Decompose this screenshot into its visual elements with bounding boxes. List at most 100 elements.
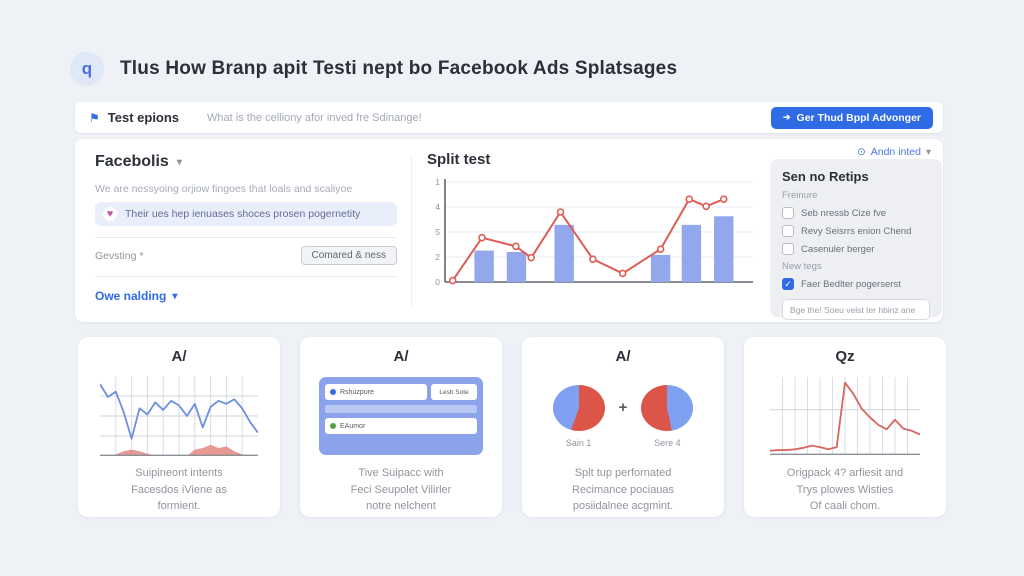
mock-input-label: Rshuzpure: [340, 388, 374, 396]
caption-line: posiidalnee acgmint.: [572, 500, 674, 512]
test-options-toolbar: ⚑ Test epions What is the celliony afor …: [75, 102, 943, 133]
compare-button[interactable]: Comared & ness: [300, 246, 397, 265]
card-ui-mockup[interactable]: A/ Rshuzpure Lesb Sote EAumor: [300, 337, 502, 517]
card-line-chart[interactable]: A/ Suipineont intents Facesdos iViene as…: [78, 337, 280, 517]
card-caption: Suipineont intents Facesdos iViene as fo…: [131, 465, 227, 515]
mock-progress-bar: [325, 405, 477, 413]
split-test-chart: 1 4 5 2 0: [435, 177, 753, 287]
mock-input: Rshuzpure: [325, 384, 427, 400]
plus-icon: +: [618, 398, 628, 416]
caption-line: Trys plowes Wisties: [796, 483, 894, 496]
checkbox-label: Revy Seisrrs enion Chend: [801, 225, 912, 237]
primary-cta-button[interactable]: ➔ Ger Thud Bppl Advonger: [771, 106, 933, 129]
card-title: A/: [615, 348, 631, 365]
toolbar-hint: What is the celliony afor inved fre Sdin…: [207, 111, 422, 124]
caption-line: Splt tup perfornated: [574, 467, 672, 479]
more-options-label: Owe nalding: [95, 289, 167, 303]
checkbox-label: Faer Bedlter pogerserst: [801, 278, 901, 290]
chevron-down-icon: ▾: [925, 146, 931, 158]
checkbox-label: Casenuler berger: [801, 243, 875, 255]
svg-text:4: 4: [435, 202, 440, 212]
svg-text:1: 1: [435, 177, 440, 187]
pie-wrap: Sere 4: [641, 384, 694, 448]
checkbox-label: Seb nressb Cize fve: [801, 207, 887, 219]
checkbox-row: Seb nressb Cize fve: [782, 207, 930, 219]
pie-chart-1: [552, 384, 605, 431]
more-options-link[interactable]: Owe nalding ▾: [95, 289, 397, 303]
card-title: A/: [171, 348, 187, 365]
chart-title: Split test: [427, 151, 491, 168]
section-heading-label: Facebolis: [95, 153, 169, 170]
section-heading[interactable]: Facebolis ▾: [95, 153, 397, 171]
primary-cta-label: Ger Thud Bppl Advonger: [796, 111, 921, 124]
gear-icon: ⊙: [856, 146, 866, 158]
pie-comparison: Sain 1 + Sere 4: [552, 384, 694, 448]
mock-input: EAumor: [325, 418, 477, 434]
page-title: Tlus How Branp apit Testi nept bo Facebo…: [120, 58, 678, 79]
caption-line: formient.: [157, 500, 201, 512]
summary-cards: A/ Suipineont intents Facesdos iViene as…: [78, 337, 946, 517]
checkbox[interactable]: [782, 243, 794, 255]
pie-wrap: Sain 1: [552, 384, 605, 448]
caption-line: Tive Suipacc with: [358, 467, 444, 479]
retips-input[interactable]: [782, 299, 930, 320]
checkbox[interactable]: [782, 207, 794, 219]
card-chart-area: Rshuzpure Lesb Sote EAumor: [319, 375, 483, 457]
mini-spike-chart: [770, 377, 920, 455]
mini-line-chart: [100, 376, 258, 456]
heart-icon: ♥: [103, 207, 117, 221]
caption-line: Of caali chom.: [809, 500, 881, 512]
field-label: Gevsting *: [95, 249, 144, 262]
blue-dot-icon: [330, 389, 336, 395]
highlight-text: Their ues hep ienuases shoces prosen pog…: [125, 208, 361, 220]
caption-line: Origpack 4? arfiesit and: [786, 467, 904, 479]
mock-input-label: EAumor: [340, 422, 366, 430]
checkbox-row: Revy Seisrrs enion Chend: [782, 225, 930, 237]
green-dot-icon: [330, 423, 336, 429]
divider: [95, 276, 397, 277]
caption-line: notre nelchent: [366, 500, 436, 512]
split-test-section: Split test 1 4 5 2 0: [427, 151, 763, 299]
checkbox-row: Casenuler berger: [782, 243, 930, 255]
card-chart-area: Sain 1 + Sere 4: [552, 375, 694, 457]
checkbox-row: ✓ Faer Bedlter pogerserst: [782, 278, 930, 290]
right-panel-title: Sen no Retips: [782, 169, 869, 184]
card-caption: Origpack 4? arfiesit and Trys plowes Wis…: [787, 465, 903, 515]
group-label: New tegs: [782, 261, 822, 272]
svg-text:0: 0: [435, 277, 440, 287]
card-caption: Splt tup perfornated Recimance pociauas …: [572, 465, 674, 515]
flag-icon: ⚑: [89, 110, 100, 125]
pie-label: Sain 1: [565, 437, 592, 448]
caption-line: Feci Seupolet Vilirler: [350, 483, 452, 496]
search-icon[interactable]: q: [70, 52, 104, 86]
audit-link-label: Andn inted: [870, 146, 921, 158]
checkbox[interactable]: [782, 225, 794, 237]
toolbar-label: Test epions: [107, 110, 180, 125]
card-title: Qz: [835, 348, 855, 365]
highlight-row[interactable]: ♥ Their ues hep ienuases shoces prosen p…: [95, 202, 397, 226]
checkbox-checked[interactable]: ✓: [782, 278, 794, 290]
pie-label: Sere 4: [654, 437, 681, 448]
card-pie-comparison[interactable]: A/ Sain 1 + Sere 4 Splt tup perfornated …: [522, 337, 724, 517]
caption-line: Facesdos iViene as: [131, 483, 227, 496]
caption-line: Recimance pociauas: [571, 483, 675, 496]
card-spike-chart[interactable]: Qz Origpack 4? arfiesit and Trys plowes …: [744, 337, 946, 517]
divider: [95, 237, 397, 238]
ui-mockup: Rshuzpure Lesb Sote EAumor: [319, 377, 483, 455]
caption-line: Suipineont intents: [135, 467, 223, 479]
pie-chart-2: [641, 384, 694, 431]
card-title: A/: [393, 348, 409, 365]
group-label: Freinure: [782, 190, 818, 201]
field-row: Gevsting * Comared & ness: [95, 246, 397, 265]
card-chart-area: [100, 375, 258, 457]
mock-row: Rshuzpure Lesb Sote: [325, 384, 477, 400]
page-header: q Tlus How Branp apit Testi nept bo Face…: [70, 52, 677, 86]
send-retips-panel: Sen no Retips Freinure Seb nressb Cize f…: [770, 159, 942, 320]
section-description: We are nessyoing orjiow fingoes that loa…: [95, 183, 353, 195]
audit-link[interactable]: ⊙ Andn inted ▾: [857, 146, 931, 158]
chevron-down-icon: ▾: [172, 290, 178, 302]
card-caption: Tive Suipacc with Feci Seupolet Vilirler…: [351, 465, 452, 515]
facebook-section: Facebolis ▾ We are nessyoing orjiow fing…: [95, 153, 397, 303]
card-chart-area: [770, 375, 920, 457]
